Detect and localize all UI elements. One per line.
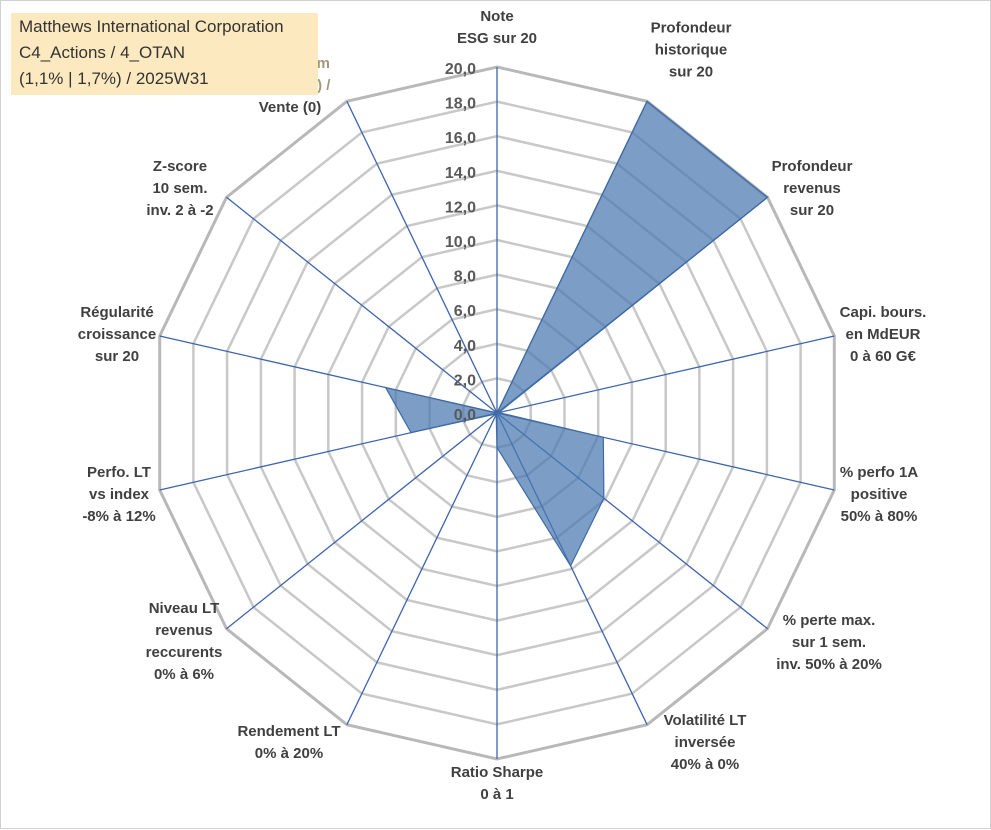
axis-label: Note ESG sur 20	[457, 8, 537, 47]
axis-label: Perfo. LT vs index -8% à 12%	[82, 464, 155, 525]
axis-label-line: sur 1 sem.	[792, 634, 866, 651]
axis-label-line: historique	[655, 42, 728, 59]
axis-label-line: reccurents	[146, 644, 223, 661]
tick-label: 6,0	[454, 303, 476, 320]
axis-label-line: Rendement LT	[237, 723, 340, 740]
tick-label: 16,0	[445, 130, 476, 147]
axis-label-line: Régularité	[80, 304, 153, 321]
radar-series	[384, 100, 769, 568]
axis-label: % perfo 1A positive 50% à 80%	[840, 464, 919, 525]
axis-label-line: revenus	[155, 622, 213, 639]
axis-label-line: 50% à 80%	[841, 508, 918, 525]
axis-label: Ratio Sharpe 0 à 1	[451, 764, 544, 803]
axis-label-line: 10 sem.	[152, 180, 207, 197]
tick-label: 8,0	[454, 269, 476, 286]
axis-label-line: revenus	[783, 180, 841, 197]
axis-label: Rendement LT 0% à 20%	[237, 723, 340, 762]
axis-label: % perte max. sur 1 sem. inv. 50% à 20%	[776, 612, 882, 673]
tick-label: 2,0	[454, 372, 476, 389]
axis-label-line: 0 à 1	[480, 786, 513, 803]
title-category: C4_Actions / 4_OTAN	[19, 43, 185, 62]
radial-tick-labels: 0,0 2,0 4,0 6,0 8,0 10,0 12,0 14,0 16,0 18,0 20,0	[445, 61, 476, 424]
axis-label-line: Note	[480, 8, 513, 25]
axis-label-line: Vente (0)	[259, 99, 322, 116]
axis-label: Profondeur historique sur 20	[651, 20, 732, 81]
axis-label: Volatilité LT inversée 40% à 0%	[664, 712, 747, 773]
tick-label: 0,0	[454, 407, 476, 424]
title-company: Matthews International Corporation	[19, 17, 284, 36]
axis-label: Régularité croissance sur 20	[78, 304, 156, 365]
axis-label: Z-score 10 sem. inv. 2 à -2	[146, 158, 213, 219]
axis-label-line: 0% à 6%	[154, 666, 214, 683]
axis-label-line: % perfo 1A	[840, 464, 919, 481]
tick-label: 4,0	[454, 338, 476, 355]
axis-label-line: Ratio Sharpe	[451, 764, 544, 781]
axis-label-line: 0 à 60 G€	[850, 348, 917, 365]
axis-label-line: Capi. bours.	[840, 304, 927, 321]
axis-label-line: sur 20	[95, 348, 139, 365]
axis-label-line: Niveau LT	[149, 600, 220, 617]
axis-label-line: sur 20	[790, 202, 834, 219]
axis-label: Capi. bours. en MdEUR 0 à 60 G€	[840, 304, 927, 365]
axis-label-line: Profondeur	[651, 20, 732, 37]
tick-label: 18,0	[445, 96, 476, 113]
tick-label: 20,0	[445, 61, 476, 78]
axis-label-line: vs index	[89, 486, 150, 503]
axis-label-line: inv. 50% à 20%	[776, 656, 882, 673]
tick-label: 12,0	[445, 199, 476, 216]
axis-label-line: 0% à 20%	[255, 745, 323, 762]
axis-label-line: inv. 2 à -2	[146, 202, 213, 219]
axis-label-line: croissance	[78, 326, 156, 343]
axis-label-line: Z-score	[153, 158, 207, 175]
axis-label-line: inversée	[675, 734, 736, 751]
axis-label-line: -8% à 12%	[82, 508, 155, 525]
axis-spoke	[226, 412, 498, 630]
axis-label-line: positive	[851, 486, 908, 503]
tick-label: 14,0	[445, 165, 476, 182]
axis-label-line: sur 20	[669, 64, 713, 81]
axis-label-line: Perfo. LT	[87, 464, 151, 481]
axis-label-line: 40% à 0%	[671, 756, 739, 773]
series-area	[384, 100, 769, 568]
axis-label-line: ESG sur 20	[457, 30, 537, 47]
axis-label-line: Profondeur	[772, 158, 853, 175]
axis-label: Niveau LT revenus reccurents 0% à 6%	[146, 600, 223, 683]
chart-title-box: Matthews International Corporation C4_Ac…	[11, 13, 318, 95]
axis-label-line: Volatilité LT	[664, 712, 747, 729]
axis-label: Profondeur revenus sur 20	[772, 158, 853, 219]
axis-spoke	[346, 412, 498, 725]
axis-label-line: % perte max.	[783, 612, 876, 629]
tick-label: 10,0	[445, 234, 476, 251]
axis-spoke	[346, 101, 498, 414]
title-period: (1,1% | 1,7%) / 2025W31	[19, 69, 209, 88]
axis-spoke	[496, 335, 835, 414]
axis-spoke	[226, 196, 498, 414]
axis-label-line: en MdEUR	[846, 326, 921, 343]
